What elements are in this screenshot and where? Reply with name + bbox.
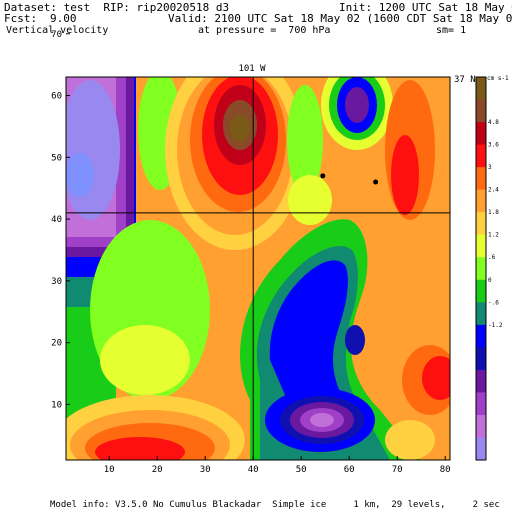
y-tick-label: 40 [51, 215, 62, 225]
colorbar-swatch [476, 302, 486, 326]
colorbar-unit: cm s-1 [487, 75, 509, 82]
y-tick-label: 30 [51, 277, 62, 287]
colorbar-swatch [476, 279, 486, 303]
colorbar-label: 3.6 [488, 142, 499, 149]
forecast-label: Fcst: [4, 12, 38, 25]
y-tick-label: 10 [51, 400, 62, 410]
x-tick-label: 70 [392, 465, 403, 475]
colorbar-label: -.6 [488, 299, 499, 306]
station-marker [320, 173, 326, 179]
x-tick-label: 20 [152, 465, 163, 475]
parallel-label: 37 N [454, 75, 476, 85]
field-name: Vertical velocity [6, 25, 109, 36]
colorbar-swatch [476, 414, 486, 438]
y-tick-label: 50 [51, 153, 62, 163]
contour-field [66, 77, 450, 460]
colorbar-frame [475, 76, 487, 461]
x-tick-label: 60 [344, 465, 355, 475]
x-tick-label: 80 [440, 465, 451, 475]
colorbar-swatch [476, 212, 486, 236]
y-tick-label: 60 [51, 92, 62, 102]
colorbar-swatch [476, 99, 486, 123]
colorbar-swatch [476, 369, 486, 393]
colorbar-swatch [476, 122, 486, 146]
colorbar: 4.8 3.6 3 2.4 1.8 1.2 .6 0 -.6 -1.2 [475, 76, 503, 461]
y-tick-label: 20 [51, 339, 62, 349]
station-marker [373, 179, 379, 185]
colorbar-swatch [476, 189, 486, 213]
x-axis-ticks: 10 20 30 40 50 60 70 80 [104, 456, 451, 475]
colorbar-swatch [476, 437, 486, 461]
valid-time-label: Valid: 2100 UTC Sat 18 May 02 (1600 CDT … [168, 12, 512, 25]
x-tick-label: 10 [104, 465, 115, 475]
pressure-level: at pressure = 700 hPa [198, 25, 331, 36]
colorbar-swatch [476, 347, 486, 371]
station-markers [320, 173, 379, 185]
colorbar-label: .6 [488, 254, 496, 261]
plot-frame [65, 76, 451, 461]
colorbar-label: 4.8 [488, 119, 499, 126]
x-tick-label: 40 [248, 465, 259, 475]
dataset-label: Dataset: test RIP: rip20020518 d3 [4, 1, 230, 14]
x-tick-label: 50 [296, 465, 307, 475]
smoothing-label: sm= 1 [436, 25, 467, 36]
colorbar-swatch [476, 144, 486, 168]
colorbar-label: -1.2 [488, 322, 503, 329]
colorbar-swatch [476, 167, 486, 191]
colorbar-swatch [476, 324, 486, 348]
meridian-label: 101 W [238, 64, 266, 74]
colorbar-label: 2.4 [488, 187, 499, 194]
colorbar-label: 1.8 [488, 209, 499, 216]
y-tick-label: 70 [51, 30, 62, 40]
colorbar-label: 1.2 [488, 232, 499, 239]
x-tick-label: 30 [200, 465, 211, 475]
colorbar-label: 0 [488, 277, 492, 284]
colorbar-label: 3 [488, 164, 492, 171]
colorbar-swatch [476, 77, 486, 101]
colorbar-swatch [476, 257, 486, 281]
forecast-hour: 9.00 [50, 12, 77, 25]
colorbar-swatch [476, 234, 486, 258]
colorbar-swatch [476, 392, 486, 416]
model-info-footer: Model info: V3.5.0 No Cumulus Blackadar … [50, 500, 500, 510]
